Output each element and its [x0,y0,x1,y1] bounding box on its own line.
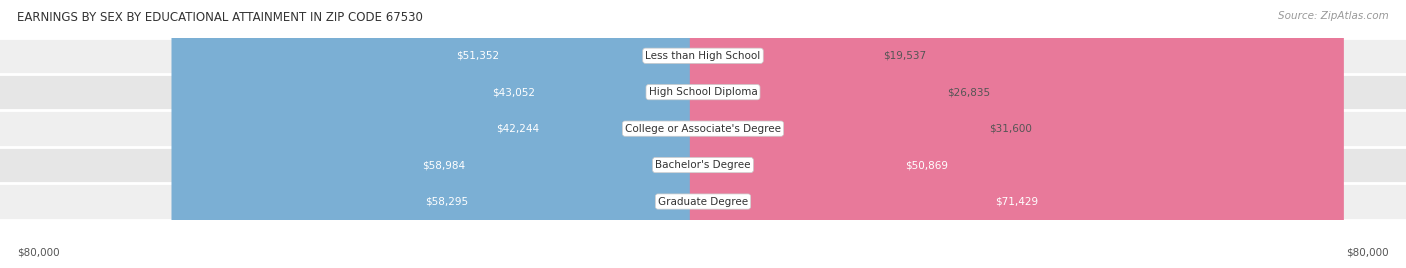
Text: Bachelor's Degree: Bachelor's Degree [655,160,751,170]
FancyBboxPatch shape [0,183,1406,220]
FancyBboxPatch shape [0,147,1406,183]
Text: Less than High School: Less than High School [645,51,761,61]
FancyBboxPatch shape [239,0,716,268]
Text: $19,537: $19,537 [883,51,927,61]
FancyBboxPatch shape [690,0,887,268]
Text: $50,869: $50,869 [905,160,948,170]
FancyBboxPatch shape [0,110,1406,147]
Text: $80,000: $80,000 [1347,247,1389,257]
FancyBboxPatch shape [690,0,994,268]
Text: $31,600: $31,600 [990,124,1032,134]
FancyBboxPatch shape [690,0,952,268]
FancyBboxPatch shape [312,0,716,268]
Text: High School Diploma: High School Diploma [648,87,758,97]
FancyBboxPatch shape [0,38,1406,74]
Text: EARNINGS BY SEX BY EDUCATIONAL ATTAINMENT IN ZIP CODE 67530: EARNINGS BY SEX BY EDUCATIONAL ATTAINMEN… [17,11,423,24]
FancyBboxPatch shape [177,0,716,268]
FancyBboxPatch shape [172,0,716,268]
Text: $71,429: $71,429 [995,196,1039,207]
Text: $51,352: $51,352 [456,51,499,61]
FancyBboxPatch shape [0,74,1406,110]
Text: Graduate Degree: Graduate Degree [658,196,748,207]
Text: $80,000: $80,000 [17,247,59,257]
FancyBboxPatch shape [690,0,1344,268]
FancyBboxPatch shape [319,0,716,268]
Text: Source: ZipAtlas.com: Source: ZipAtlas.com [1278,11,1389,21]
FancyBboxPatch shape [690,0,1163,268]
Text: $58,295: $58,295 [425,196,468,207]
Text: $26,835: $26,835 [948,87,991,97]
Text: $43,052: $43,052 [492,87,536,97]
Text: $58,984: $58,984 [422,160,465,170]
Text: $42,244: $42,244 [496,124,538,134]
Text: College or Associate's Degree: College or Associate's Degree [626,124,780,134]
